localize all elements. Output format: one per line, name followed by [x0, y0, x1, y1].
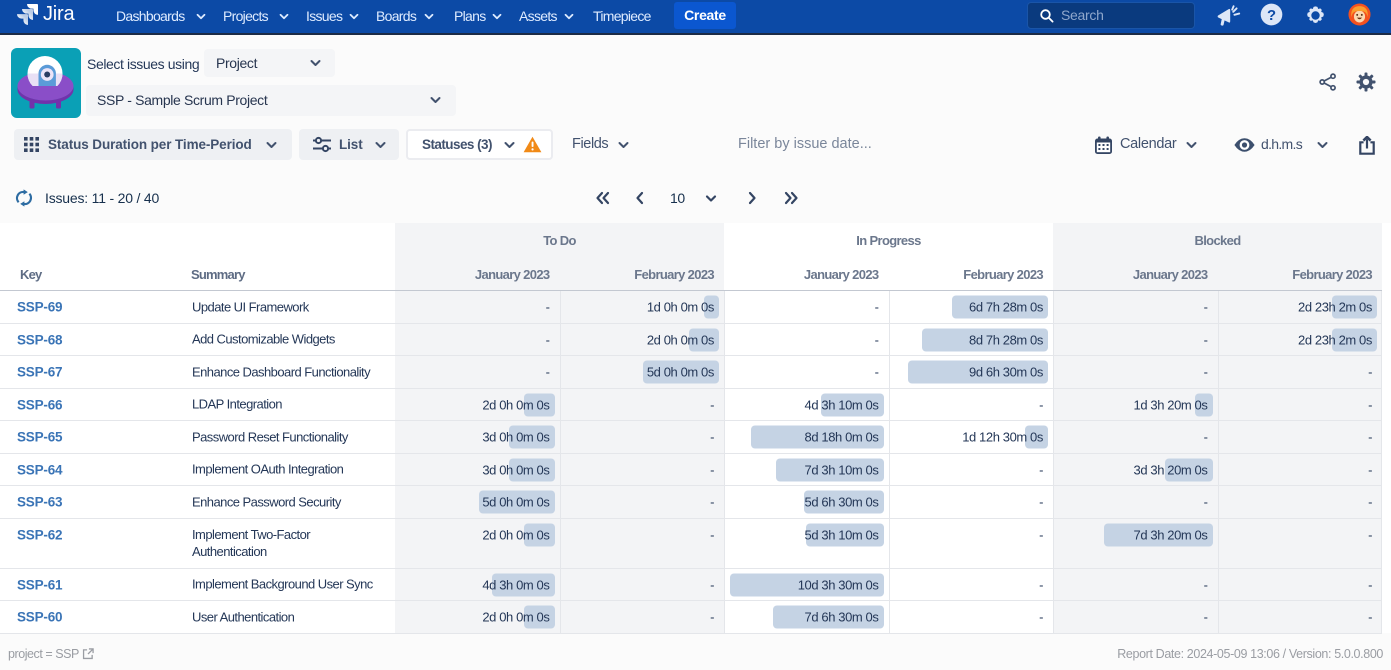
svg-text:?: ? [1267, 7, 1276, 23]
